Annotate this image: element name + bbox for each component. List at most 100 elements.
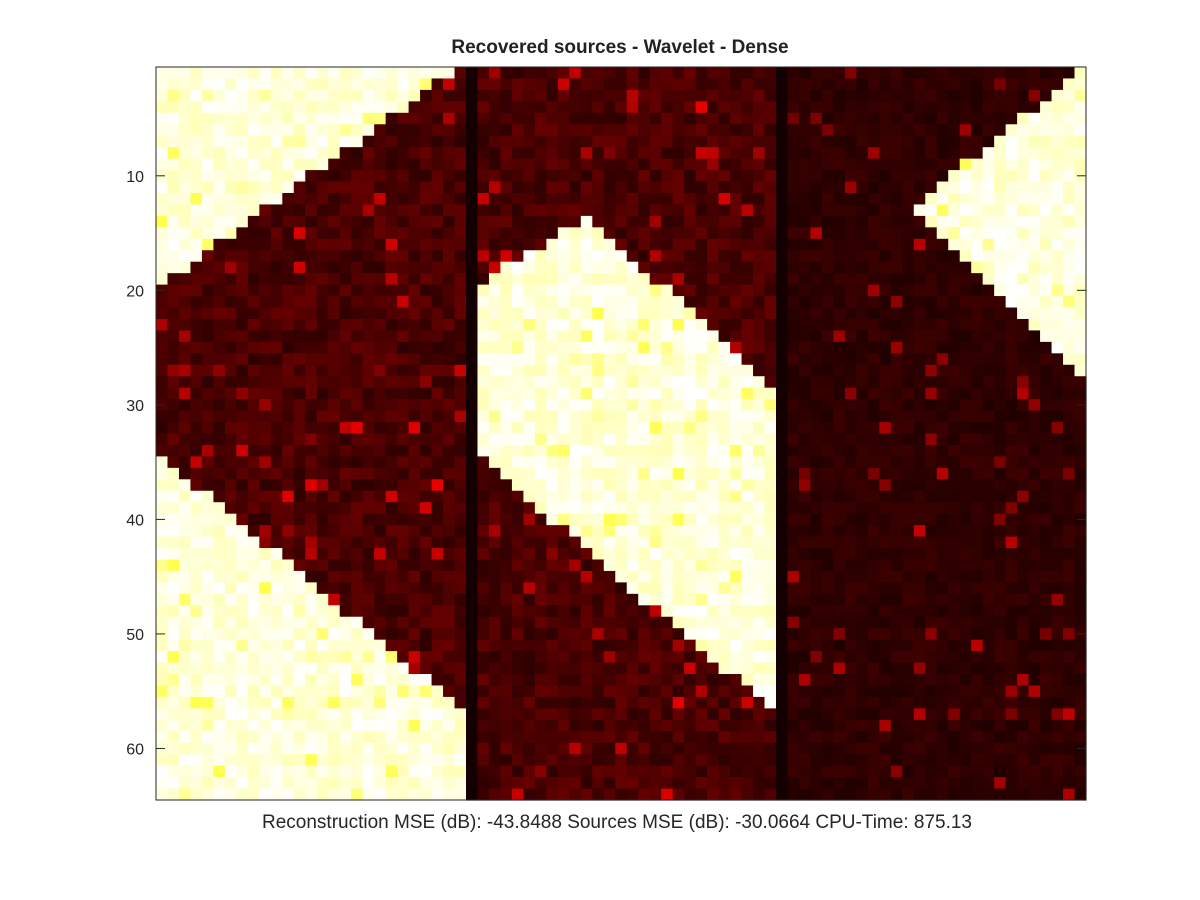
heatmap-cell [787,559,800,572]
heatmap-cell [523,296,536,309]
heatmap-cell [764,422,777,435]
heatmap-cell [787,364,800,377]
heatmap-cell [959,548,972,561]
heatmap-cell [879,330,892,343]
heatmap-cell [247,536,260,549]
heatmap-cell [959,67,972,80]
heatmap-cell [328,467,341,480]
heatmap-cell [374,513,387,526]
heatmap-cell [443,662,456,675]
heatmap-cell [615,67,628,80]
heatmap-cell [305,192,318,206]
heatmap-cell [592,467,605,480]
heatmap-cell [167,444,180,457]
heatmap-cell [201,536,215,549]
heatmap-cell [477,158,490,171]
heatmap-cell [580,170,593,183]
heatmap-cell [890,479,903,492]
heatmap-cell [224,376,237,389]
heatmap-cell [833,582,846,595]
heatmap-cell [408,433,421,446]
heatmap-cell [431,112,444,125]
heatmap-cell [270,444,283,457]
heatmap-cell [764,307,777,320]
heatmap-cell [362,536,375,549]
heatmap-cell [615,101,628,114]
heatmap-cell [557,593,570,606]
heatmap-cell [592,273,605,286]
heatmap-cell [730,456,743,469]
heatmap-cell [374,330,387,343]
heatmap-cell [362,674,375,687]
heatmap-cell [913,227,926,240]
heatmap-cell [293,754,306,767]
heatmap-cell [707,719,720,732]
heatmap-cell [557,204,570,217]
heatmap-cell [466,708,479,721]
heatmap-cell [615,536,628,549]
heatmap-cell [890,273,903,286]
heatmap-cell [1063,250,1076,263]
heatmap-cell [178,273,192,286]
heatmap-cell [925,147,938,160]
heatmap-cell [385,479,398,492]
heatmap-cell [443,296,456,309]
heatmap-cell [178,296,192,309]
heatmap-cell [477,593,490,606]
heatmap-cell [328,181,341,194]
heatmap-cell [190,479,203,492]
heatmap-cell [971,341,984,354]
heatmap-cell [672,490,685,503]
heatmap-cell [798,570,812,583]
heatmap-cell [925,444,938,457]
heatmap-cell [798,685,812,698]
heatmap-cell [511,674,525,687]
heatmap-cell [741,387,754,400]
heatmap-cell [259,582,272,595]
heatmap-cell [557,273,570,286]
heatmap-cell [523,513,536,526]
heatmap-cell [821,513,835,526]
heatmap-cell [523,742,536,755]
heatmap-cell [741,410,754,423]
heatmap-cell [787,135,800,148]
heatmap-cell [316,548,329,561]
heatmap-cell [776,89,789,102]
heatmap-cell [374,101,387,114]
heatmap-cell [730,307,743,320]
heatmap-cell [167,628,180,641]
heatmap-cell [156,765,169,778]
heatmap-cell [603,261,616,274]
heatmap-cell [1005,227,1018,240]
heatmap-cell [856,456,869,469]
heatmap-cell [328,215,341,228]
heatmap-cell [443,318,456,332]
heatmap-cell [1017,433,1030,446]
heatmap-cell [305,479,318,492]
heatmap-cell [948,78,961,91]
heatmap-cell [948,399,961,412]
heatmap-cell [684,525,697,538]
heatmap-cell [925,548,938,561]
heatmap-cell [592,112,605,125]
heatmap-cell [443,353,456,366]
heatmap-cell [362,410,375,423]
heatmap-cell [971,582,984,595]
heatmap-cell [247,284,260,297]
heatmap-cell [672,101,685,114]
heatmap-cell [626,284,639,297]
heatmap-cell [1074,639,1087,652]
heatmap-cell [776,525,789,538]
heatmap-cell [810,204,823,217]
heatmap-cell [178,605,192,618]
heatmap-cell [339,536,352,549]
heatmap-cell [730,89,743,102]
heatmap-cell [1040,238,1053,251]
heatmap-cell [695,490,708,503]
heatmap-cell [787,742,800,755]
heatmap-cell [259,410,272,423]
heatmap-cell [293,639,306,652]
heatmap-cell [454,593,467,606]
heatmap-cell [408,250,421,263]
heatmap-cell [236,490,249,503]
